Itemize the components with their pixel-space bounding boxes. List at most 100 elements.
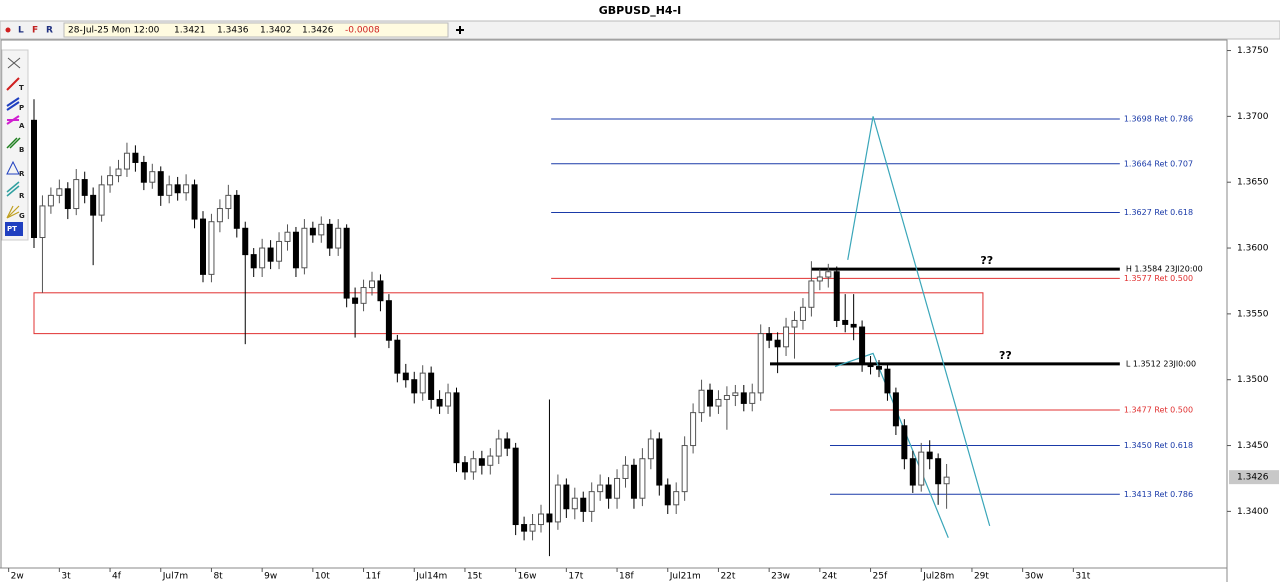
candle-body: [783, 326, 790, 348]
candle-body: [250, 254, 257, 269]
candle-body: [521, 524, 528, 532]
add-button[interactable]: [456, 26, 464, 34]
chart-title: GBPUSD_H4-I: [599, 4, 681, 17]
candle-body: [681, 445, 688, 493]
pivot-tag: ??: [980, 254, 993, 267]
candle-body: [191, 184, 198, 220]
tool-icon[interactable]: [5, 222, 23, 236]
candle-body: [825, 271, 832, 278]
toolbar-button[interactable]: L: [18, 26, 24, 36]
x-tick-label: 2w: [11, 572, 24, 582]
tool-icon[interactable]: [6, 77, 20, 91]
candle-body: [301, 227, 308, 269]
candle-body: [698, 389, 705, 414]
candle-body: [546, 513, 553, 523]
candle-body: [31, 119, 37, 239]
candle-body: [563, 484, 570, 510]
tool-label: G: [19, 212, 25, 220]
candle-body: [208, 221, 215, 275]
candle-body: [140, 161, 147, 183]
candle-body: [259, 247, 266, 269]
tool-label: B: [19, 146, 24, 154]
candle-body: [757, 333, 764, 394]
candle-body: [943, 476, 950, 485]
candle-body: [673, 491, 680, 506]
candle-body: [64, 188, 71, 210]
candle-body: [808, 280, 815, 308]
candle-body: [73, 179, 80, 210]
candle-body: [656, 438, 663, 486]
candle-body: [664, 484, 671, 506]
candle-body: [81, 179, 88, 196]
x-tick-label: 22t: [720, 572, 735, 582]
toolbar-button[interactable]: R: [46, 26, 53, 36]
candle-body: [605, 484, 612, 499]
fib-label: 1.3698 Ret 0.786: [1124, 115, 1193, 124]
y-tick-label: 1.3650: [1237, 178, 1269, 188]
fib-label: 1.3477 Ret 0.500: [1124, 405, 1193, 414]
candle-body: [90, 194, 97, 216]
ohlc-box: [63, 22, 449, 38]
candle-body: [385, 300, 392, 341]
candle-body: [309, 227, 316, 236]
candle-body: [326, 223, 333, 249]
candle-body: [478, 458, 485, 466]
candle-body: [276, 240, 283, 262]
x-tick-label: 30w: [1025, 572, 1044, 582]
y-tick-label: 1.3750: [1237, 46, 1269, 56]
candle-body: [791, 319, 798, 328]
candle-body: [335, 227, 342, 249]
candle-body: [132, 152, 139, 163]
ohlc-open: 1.3421: [174, 26, 206, 36]
tool-icon[interactable]: [6, 160, 20, 175]
tool-label: A: [19, 122, 25, 130]
x-tick-label: 29t: [974, 572, 989, 582]
tool-icon[interactable]: [6, 205, 20, 219]
candle-body: [411, 379, 418, 394]
candle-body: [436, 398, 443, 407]
candle-body: [842, 319, 849, 325]
candle-body: [588, 491, 595, 512]
y-tick-label: 1.3700: [1237, 112, 1269, 122]
pivot-label: H 1.3584 23Jl20:00: [1126, 265, 1203, 274]
candle-body: [157, 171, 164, 196]
candle-body: [538, 513, 544, 526]
candle-body: [107, 175, 114, 186]
x-tick-label: Jul21m: [669, 572, 701, 582]
x-tick-label: Jul7m: [162, 572, 188, 582]
candle-body: [884, 368, 891, 394]
fib-label: 1.3664 Ret 0.707: [1124, 159, 1193, 168]
ohlc-time: 28-Jul-25 Mon 12:00: [68, 26, 160, 36]
zone: [33, 292, 984, 335]
bid-label: 1.3426: [1237, 473, 1269, 483]
ohlc-close: 1.3426: [302, 26, 334, 36]
candle-body: [850, 323, 857, 328]
candle-body: [690, 412, 697, 447]
ohlc-change: -0.0008: [345, 26, 380, 36]
candle-body: [98, 184, 105, 216]
tool-icon[interactable]: [6, 137, 21, 149]
x-tick-label: 15t: [467, 572, 482, 582]
candle-body: [343, 227, 350, 299]
tool-icon[interactable]: [6, 181, 20, 197]
x-tick-label: 11f: [366, 572, 381, 582]
candle-body: [766, 333, 773, 341]
candle-body: [453, 392, 460, 464]
x-tick-label: Jul14m: [415, 572, 447, 582]
pivot-label: L 1.3512 23Jl0:00: [1126, 359, 1196, 368]
candle-body: [723, 395, 730, 400]
candle-body: [445, 392, 452, 407]
tool-icon[interactable]: [6, 115, 20, 125]
candle-body: [200, 218, 206, 275]
x-tick-label: 25f: [873, 572, 888, 582]
close-icon[interactable]: [7, 57, 21, 69]
toolbar-button[interactable]: F: [32, 26, 38, 36]
candle-body: [318, 223, 325, 236]
x-tick-label: 23w: [771, 572, 790, 582]
candle-body: [935, 458, 942, 485]
y-tick-label: 1.3400: [1237, 507, 1269, 517]
x-tick-label: 4f: [112, 572, 122, 582]
candle-body: [639, 458, 646, 499]
candle-body: [242, 227, 249, 256]
tool-icon[interactable]: [6, 97, 20, 111]
